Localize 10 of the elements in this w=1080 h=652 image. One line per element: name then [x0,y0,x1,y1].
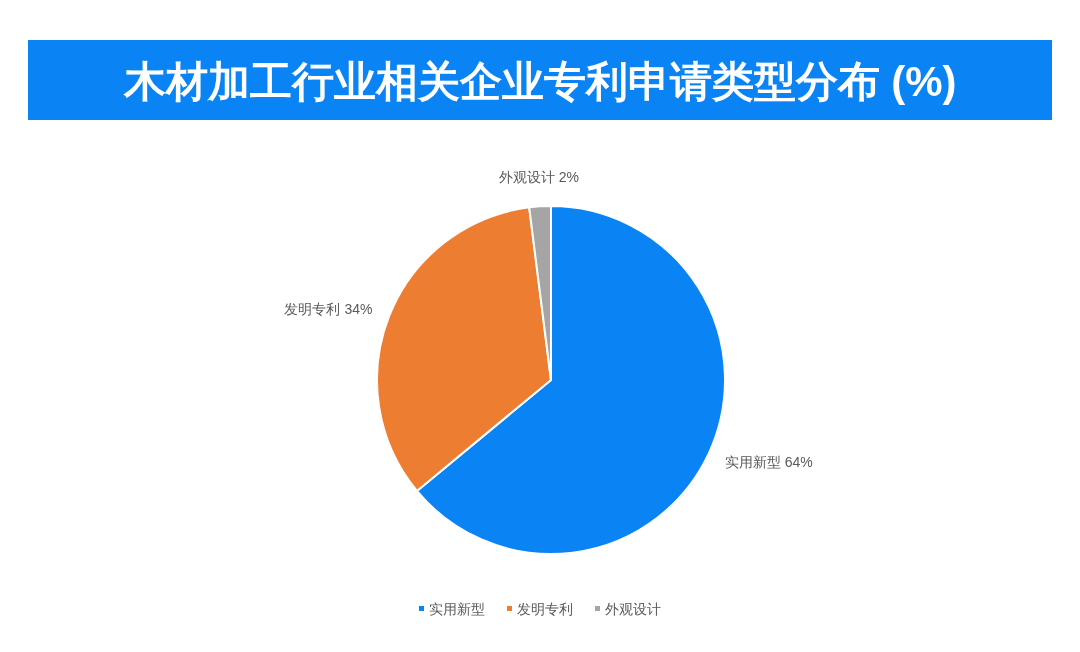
slice-label: 实用新型 [724,453,781,470]
slice-label: 发明专利 [284,301,341,318]
chart-title: 木材加工行业相关企业专利申请类型分布 (%) [122,58,957,105]
slice-label: 外观设计 [498,169,555,186]
data-label: 34% [344,301,373,318]
legend-label: 外观设计 [605,601,661,617]
legend-label: 实用新型 [429,601,485,617]
data-label: 64% [784,453,813,470]
data-label: 2% [558,169,580,186]
legend-label: 发明专利 [517,601,573,617]
